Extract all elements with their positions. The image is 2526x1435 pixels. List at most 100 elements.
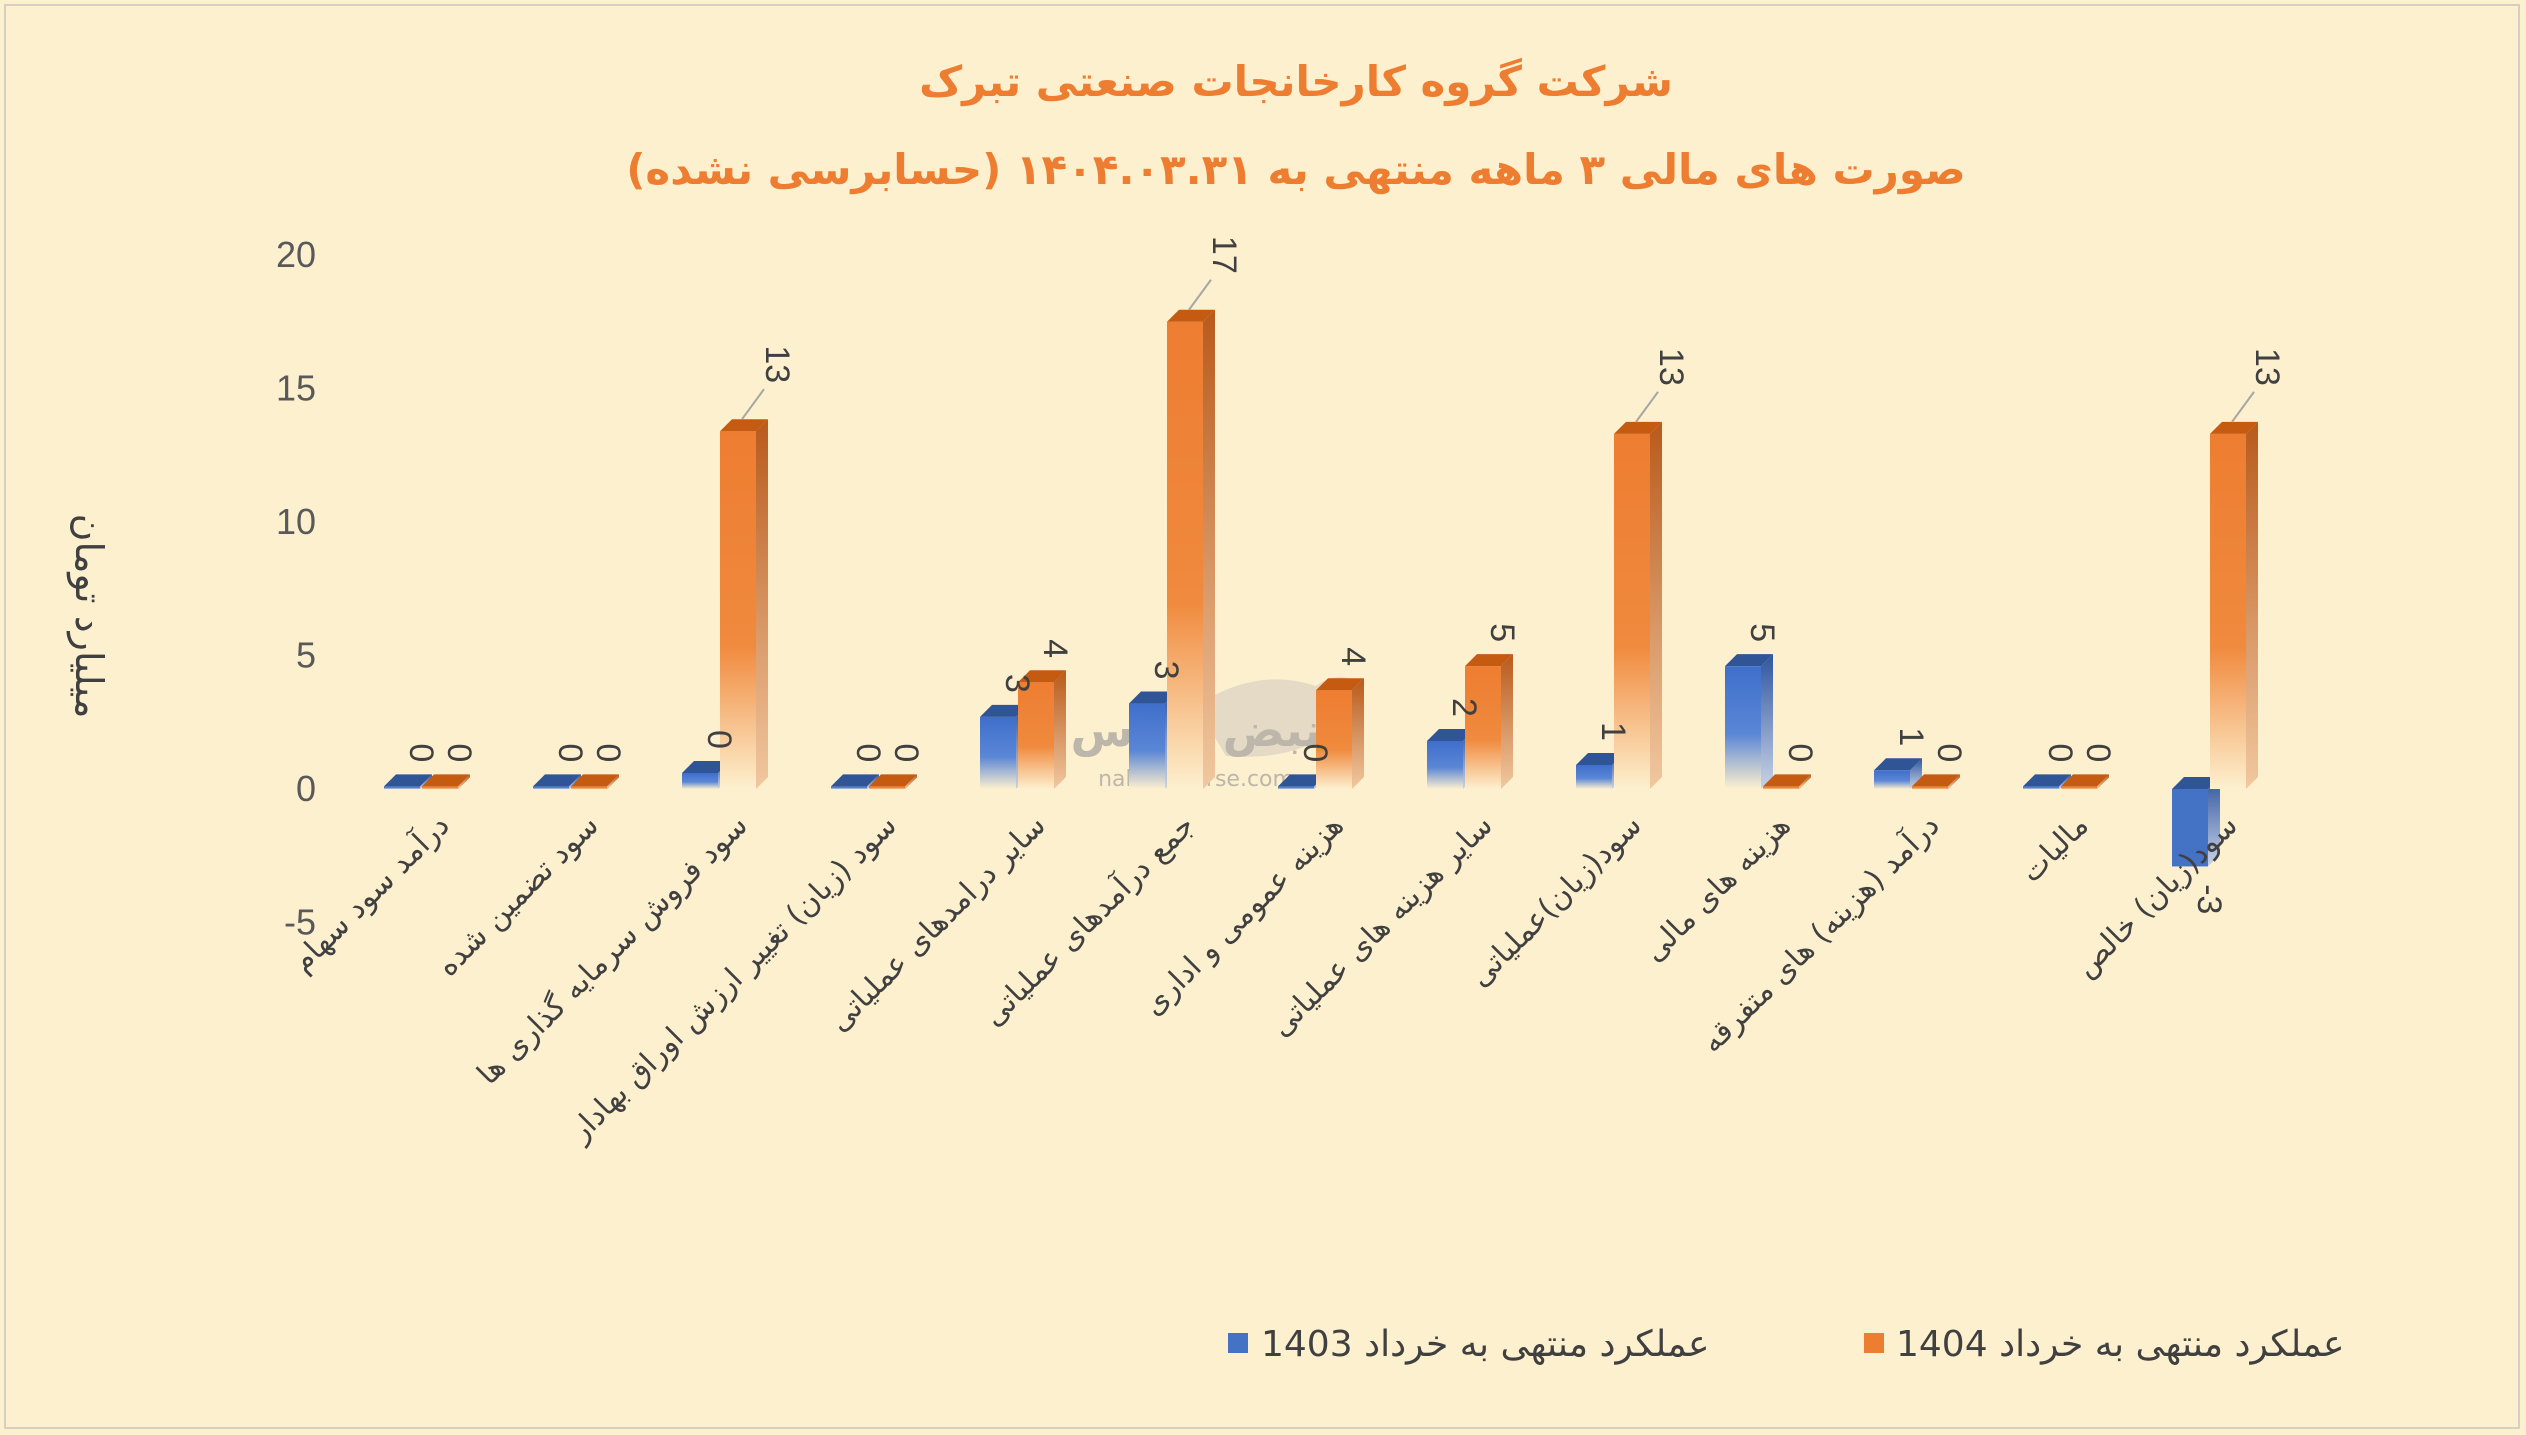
chart-title: شرکت گروه کارخانجات صنعتی تبرک <box>919 57 1673 107</box>
y-tick-label: 10 <box>276 501 316 542</box>
y-tick-label: 0 <box>296 768 316 809</box>
y-tick-label: 20 <box>276 234 316 275</box>
bar-1404 <box>1167 321 1203 789</box>
chart-frame: شرکت گروه کارخانجات صنعتی تبرک صورت های … <box>4 4 2520 1429</box>
data-label: 0 <box>1781 743 1819 762</box>
bar-1403-top <box>2172 777 2220 789</box>
category-label: سود (زیان) تغییر ارزش اوراق بهادار <box>561 808 903 1150</box>
bar-1404 <box>1912 786 1948 790</box>
bar-1403-top <box>384 774 432 787</box>
data-label: 0 <box>402 743 440 762</box>
bar-1404-side <box>1948 774 1960 790</box>
bars <box>384 309 2258 867</box>
bar-1403 <box>1129 703 1165 789</box>
bar-1404-side <box>756 419 768 789</box>
y-axis-title: میلیارد تومان <box>66 514 111 719</box>
y-tick-label: 15 <box>276 368 316 409</box>
y-tick-label: 5 <box>296 635 316 676</box>
bar-1404 <box>1763 786 1799 790</box>
data-label-leader <box>1188 279 1212 311</box>
y-tick-label: -5 <box>284 902 316 943</box>
data-label-leader <box>741 388 765 420</box>
bar-1403 <box>1874 770 1910 789</box>
data-label: 3 <box>1147 661 1185 680</box>
data-label: 0 <box>589 743 627 762</box>
data-label: 0 <box>1296 743 1334 762</box>
bar-1403-top <box>980 704 1028 717</box>
data-label-leader <box>2231 391 2255 423</box>
bar-1403 <box>1576 764 1612 789</box>
bar-1403-top <box>2023 774 2071 787</box>
bar-1404 <box>2210 433 2246 789</box>
legend: عملکرد منتهی به خرداد 1404 عملکرد منتهی … <box>1228 1324 2345 1365</box>
data-label: 0 <box>849 743 887 762</box>
bar-chart: شرکت گروه کارخانجات صنعتی تبرک صورت های … <box>66 57 2345 1365</box>
bar-1403-side <box>2208 777 2220 867</box>
bar-1403-top <box>831 774 879 787</box>
bar-1403-top <box>1576 752 1624 765</box>
bar-1404-top <box>1614 421 1662 434</box>
data-label: 13 <box>2248 348 2286 386</box>
data-label-leader <box>1635 391 1659 423</box>
bar-1403-side <box>1761 654 1773 789</box>
bar-1403 <box>2172 789 2208 867</box>
data-label: 5 <box>1483 623 1521 642</box>
bar-1404-side <box>458 774 470 790</box>
bar-1403-top <box>1129 691 1177 704</box>
data-label: 0 <box>1930 743 1968 762</box>
bar-1404-top <box>571 774 619 787</box>
legend-label-1403: عملکرد منتهی به خرداد 1403 <box>1261 1324 1710 1365</box>
data-label: 0 <box>2079 743 2117 762</box>
bar-1404-side <box>1650 421 1662 789</box>
bar-1404 <box>571 786 607 790</box>
data-label: 3 <box>998 674 1036 693</box>
bar-1403-top <box>1278 774 1326 787</box>
bar-1404-side <box>1501 654 1513 789</box>
data-label: 0 <box>887 743 925 762</box>
bar-1404-top <box>720 419 768 432</box>
bar-1403-top <box>682 760 730 773</box>
bar-1404-side <box>1203 309 1215 789</box>
bar-1404 <box>2061 786 2097 790</box>
bar-1404-side <box>1054 670 1066 789</box>
data-label: 1 <box>1892 727 1930 746</box>
data-label: -3 <box>2190 884 2228 914</box>
chart-subtitle: صورت های مالی ۳ ماهه منتهی به ۱۴۰۴.۰۳.۳۱… <box>626 145 1966 195</box>
bar-1403 <box>682 772 718 789</box>
data-label: 17 <box>1205 236 1243 274</box>
data-label: 5 <box>1743 623 1781 642</box>
bar-1404 <box>422 786 458 790</box>
bar-1404 <box>1614 433 1650 789</box>
bar-1403 <box>384 786 420 790</box>
bar-1404-side <box>1352 678 1364 789</box>
data-label: 0 <box>440 743 478 762</box>
bar-1404-top <box>2061 774 2109 787</box>
data-label: 4 <box>1036 639 1074 658</box>
bar-1404 <box>1018 682 1054 789</box>
bar-1404-top <box>869 774 917 787</box>
bar-1404-top <box>1912 774 1960 787</box>
legend-swatch-1404 <box>1864 1333 1884 1353</box>
bar-1403-top <box>1874 758 1922 771</box>
bar-1403-top <box>1427 728 1475 741</box>
data-label: 1 <box>1594 722 1632 741</box>
bar-1404-side <box>905 774 917 790</box>
bar-1404-side <box>1799 774 1811 790</box>
bar-1403 <box>1725 666 1761 789</box>
data-label: 2 <box>1445 698 1483 717</box>
category-label: درآمد (هزینه) های متفرقه <box>1694 807 1947 1060</box>
category-label: درآمد سود سهام <box>284 807 456 979</box>
bar-1403-top <box>1725 654 1773 667</box>
bar-1404-side <box>2097 774 2109 790</box>
bar-1404-side <box>607 774 619 790</box>
bar-1404-top <box>1018 670 1066 683</box>
bar-1403 <box>533 786 569 790</box>
bar-1404-top <box>422 774 470 787</box>
bar-1404-side <box>2246 421 2258 789</box>
bar-1404-top <box>1167 309 1215 322</box>
bar-1403 <box>980 716 1016 789</box>
category-label: سود فروش سرمایه گذاری ها <box>471 808 755 1092</box>
data-label: 0 <box>551 743 589 762</box>
